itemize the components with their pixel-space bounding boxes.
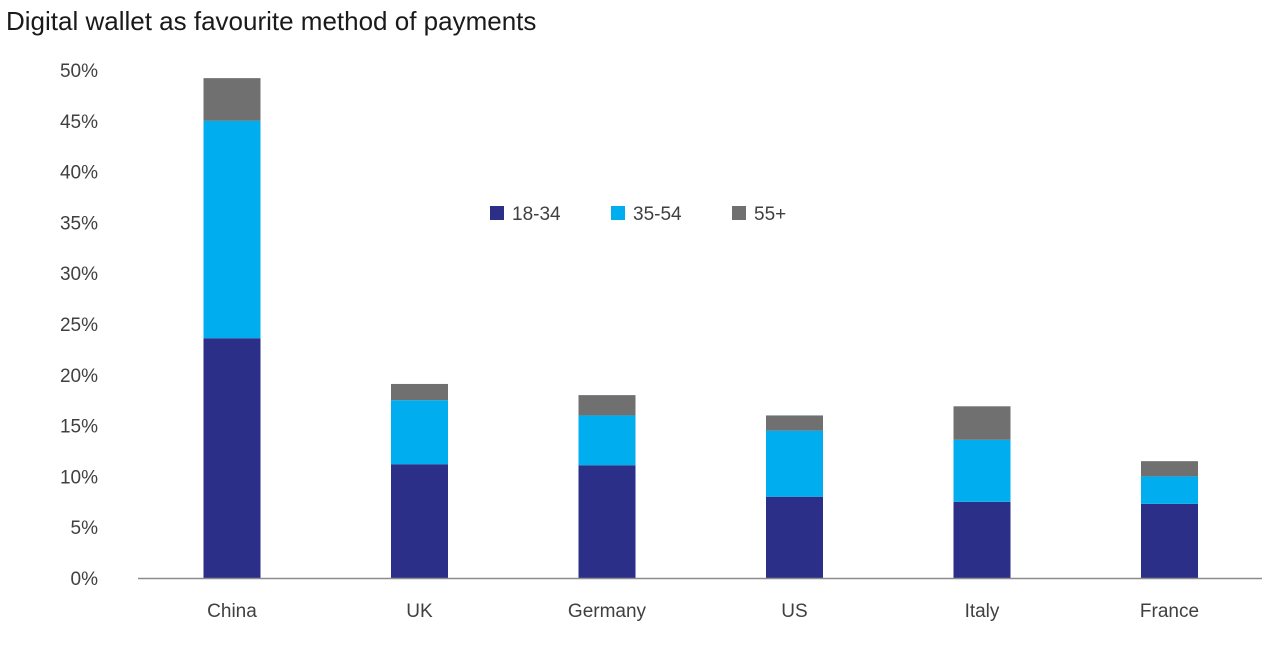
bar-segment-55plus — [578, 395, 636, 416]
bar-segment-35-54 — [578, 415, 636, 466]
y-tick-label: 40% — [60, 163, 98, 184]
x-tick-label: China — [207, 601, 257, 622]
x-tick-label: UK — [406, 601, 433, 622]
y-tick-label: 0% — [71, 569, 99, 590]
bar-segment-55plus — [766, 415, 823, 431]
bar-group-germany — [578, 395, 636, 578]
bar-group-italy — [953, 406, 1011, 578]
y-tick-label: 20% — [60, 366, 98, 387]
y-tick-label: 50% — [60, 61, 98, 82]
bar-segment-35-54 — [203, 120, 261, 339]
legend-swatch — [732, 206, 746, 220]
legend-item: 35-54 — [611, 204, 682, 225]
bar-segment-18-34 — [766, 496, 823, 578]
bar-group-us — [766, 415, 823, 578]
y-tick-label: 25% — [60, 315, 98, 336]
bar-segment-18-34 — [391, 464, 448, 578]
y-tick-label: 45% — [60, 112, 98, 133]
bar-segment-18-34 — [1141, 503, 1198, 578]
bar-segment-35-54 — [953, 439, 1011, 502]
legend: 18-34 35-54 55+ — [490, 204, 786, 225]
y-tick-label: 15% — [60, 417, 98, 438]
legend-label: 18-34 — [512, 204, 561, 225]
x-tick-label: Germany — [568, 601, 647, 622]
y-tick-label: 35% — [60, 213, 98, 234]
bar-group-france — [1141, 461, 1198, 578]
bar-segment-55plus — [953, 406, 1011, 440]
bar-segment-35-54 — [1141, 476, 1198, 504]
bar-group-china — [203, 78, 261, 578]
legend-swatch — [490, 206, 504, 220]
x-tick-label: US — [781, 601, 807, 622]
y-tick-label: 30% — [60, 264, 98, 285]
bar-segment-18-34 — [578, 465, 636, 578]
legend-label: 55+ — [754, 204, 786, 225]
x-tick-label: France — [1140, 601, 1199, 622]
x-axis: China UK Germany US Italy France — [138, 577, 1262, 622]
y-tick-label: 5% — [71, 518, 99, 539]
bar-segment-55plus — [1141, 461, 1198, 477]
bar-segment-18-34 — [203, 338, 261, 578]
x-tick-label: Italy — [965, 601, 1000, 622]
bar-groups — [203, 78, 1198, 578]
bar-segment-55plus — [391, 383, 448, 401]
bar-segment-18-34 — [953, 501, 1011, 578]
legend-swatch — [611, 206, 625, 220]
chart-title: Digital wallet as favourite method of pa… — [6, 6, 537, 36]
bar-segment-35-54 — [766, 430, 823, 497]
bar-segment-55plus — [203, 78, 261, 121]
legend-label: 35-54 — [633, 204, 682, 225]
bar-group-uk — [391, 383, 448, 578]
y-tick-label: 10% — [60, 467, 98, 488]
legend-item: 18-34 — [490, 204, 561, 225]
legend-item: 55+ — [732, 204, 786, 225]
y-axis: 0% 5% 10% 15% 20% 25% 30% 35% 40% 45% 50% — [60, 61, 98, 590]
bar-segment-35-54 — [391, 400, 448, 465]
